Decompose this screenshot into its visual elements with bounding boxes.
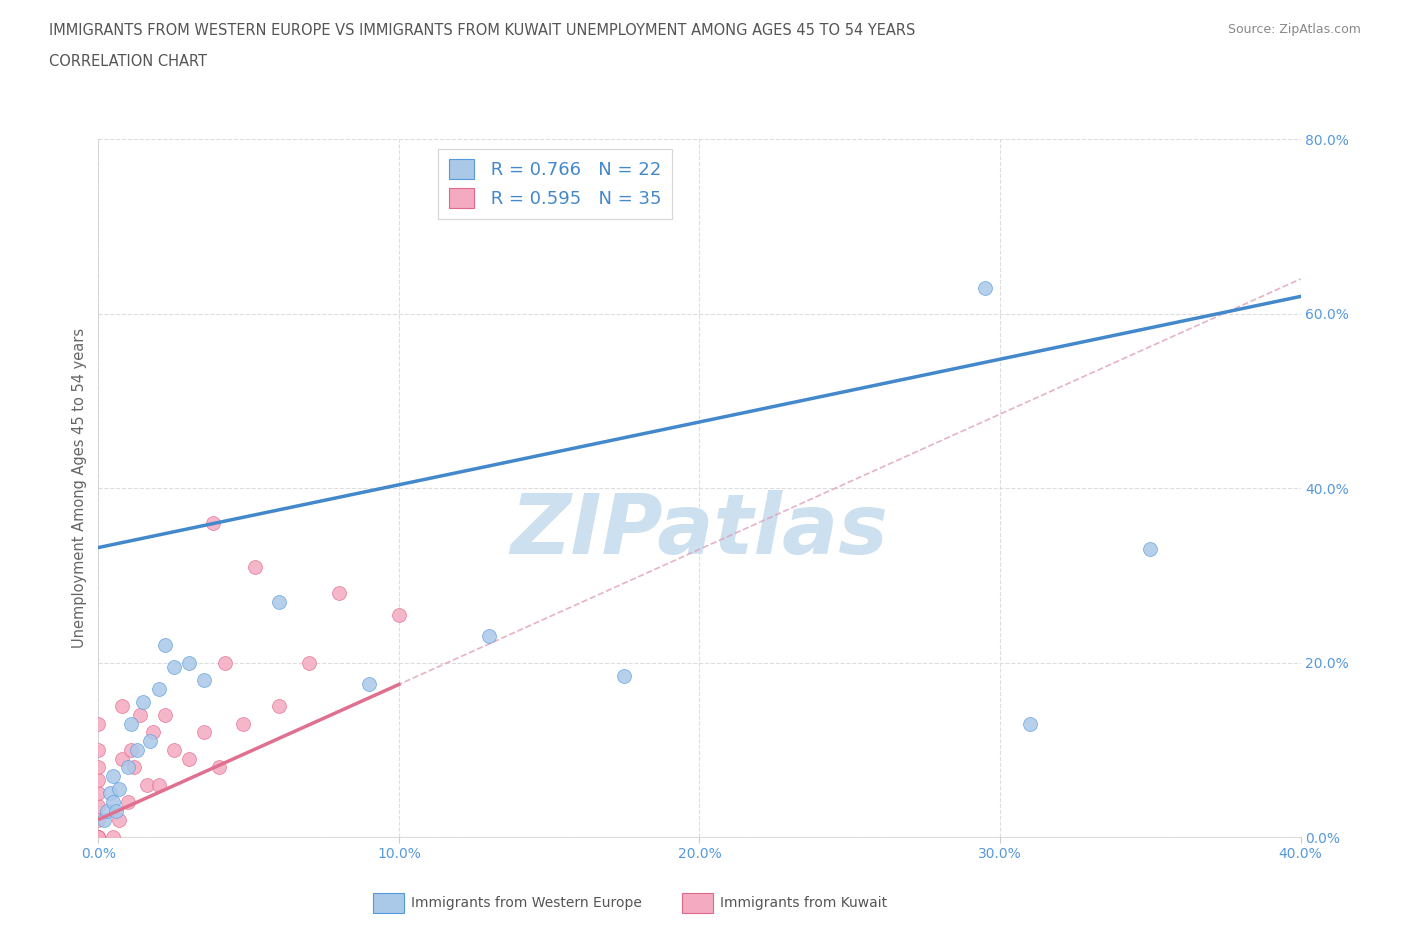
Point <box>132 695 155 710</box>
Point <box>117 794 139 809</box>
Text: IMMIGRANTS FROM WESTERN EUROPE VS IMMIGRANTS FROM KUWAIT UNEMPLOYMENT AMONG AGES: IMMIGRANTS FROM WESTERN EUROPE VS IMMIGR… <box>49 23 915 38</box>
Point <box>162 742 184 757</box>
Point <box>87 830 110 844</box>
Point <box>111 751 134 766</box>
Point <box>148 682 170 697</box>
Point <box>103 794 125 809</box>
Point <box>105 804 128 818</box>
Point <box>153 708 176 723</box>
Point <box>87 760 110 775</box>
Point <box>388 607 411 622</box>
Point <box>177 751 200 766</box>
Point <box>162 659 184 674</box>
Text: ZIPatlas: ZIPatlas <box>510 489 889 571</box>
Point <box>177 655 200 670</box>
Point <box>121 742 143 757</box>
Point <box>153 638 176 653</box>
Point <box>357 677 380 692</box>
Point <box>87 799 110 814</box>
Legend:  R = 0.766   N = 22,  R = 0.595   N = 35: R = 0.766 N = 22, R = 0.595 N = 35 <box>439 149 672 219</box>
Point <box>1139 542 1161 557</box>
Point <box>127 742 149 757</box>
Point <box>232 716 254 731</box>
Point <box>100 786 122 801</box>
Point <box>243 559 266 574</box>
Point <box>121 716 143 731</box>
Point <box>613 669 636 684</box>
Point <box>478 629 501 644</box>
Point <box>111 698 134 713</box>
Text: Immigrants from Kuwait: Immigrants from Kuwait <box>720 896 887 910</box>
Point <box>193 725 215 740</box>
Point <box>129 708 152 723</box>
Point <box>103 768 125 783</box>
Point <box>96 804 118 818</box>
Point <box>87 742 110 757</box>
Text: Source: ZipAtlas.com: Source: ZipAtlas.com <box>1227 23 1361 36</box>
Y-axis label: Unemployment Among Ages 45 to 54 years: Unemployment Among Ages 45 to 54 years <box>72 328 87 648</box>
Point <box>87 786 110 801</box>
Point <box>267 698 290 713</box>
Point <box>214 655 236 670</box>
Point <box>148 777 170 792</box>
Point <box>124 760 146 775</box>
Point <box>193 672 215 687</box>
Point <box>201 515 224 530</box>
Point <box>87 812 110 827</box>
Point <box>87 830 110 844</box>
Point <box>267 594 290 609</box>
Point <box>87 830 110 844</box>
Point <box>93 812 115 827</box>
Point <box>117 760 139 775</box>
Point <box>208 760 231 775</box>
Point <box>141 725 163 740</box>
Text: Immigrants from Western Europe: Immigrants from Western Europe <box>411 896 641 910</box>
Point <box>87 773 110 788</box>
Point <box>298 655 321 670</box>
Point <box>974 280 997 295</box>
Point <box>103 830 125 844</box>
Text: CORRELATION CHART: CORRELATION CHART <box>49 54 207 69</box>
Point <box>328 586 350 601</box>
Point <box>135 777 157 792</box>
Point <box>108 812 131 827</box>
Point <box>1019 716 1042 731</box>
Point <box>108 781 131 796</box>
Point <box>87 716 110 731</box>
Point <box>87 830 110 844</box>
Point <box>138 734 160 749</box>
